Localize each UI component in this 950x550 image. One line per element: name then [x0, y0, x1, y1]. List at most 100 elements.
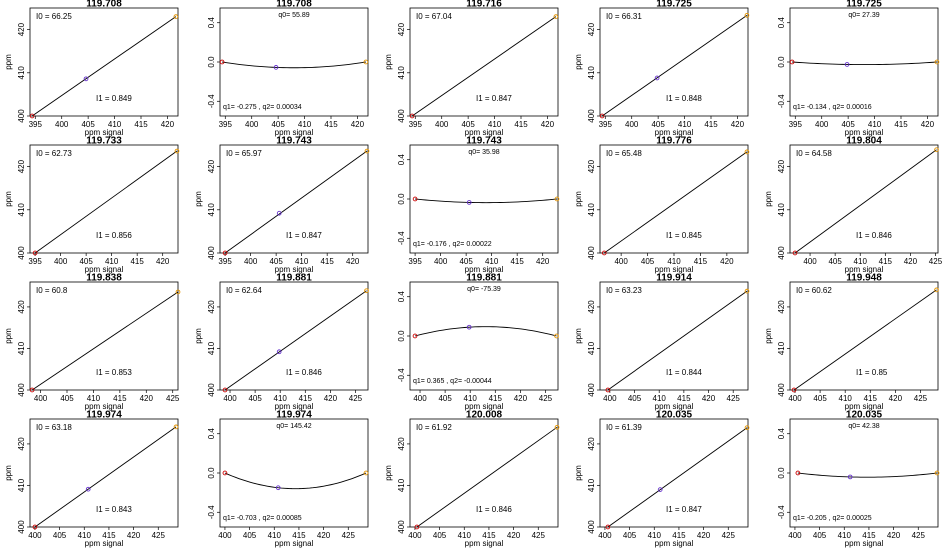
plot-svg: 119.881 400 405 410 415 420 425 -0.4 0.0 0.4 ppm s…	[397, 273, 559, 411]
y-tick-label: 410	[777, 341, 786, 355]
data-point-mid	[275, 485, 281, 491]
x-axis-label: ppm signal	[465, 539, 504, 548]
x-tick-label: 400	[54, 257, 68, 266]
plot-panel: 119.725 395 400 405 410 415 420 400 410 420 ppm si…	[570, 0, 760, 137]
x-tick-label: 405	[628, 394, 642, 403]
plot-frame	[219, 418, 369, 528]
data-point-high	[363, 470, 369, 476]
plot-title: 119.881	[466, 273, 502, 284]
intercept-label: I0 = 66.31	[606, 12, 642, 21]
plot-panel: 120.035 400 405 410 415 420 425 400 410 420 ppm si…	[570, 410, 760, 548]
data-point-low	[412, 333, 418, 339]
data-point-mid	[466, 324, 472, 330]
x-tick-label: 405	[433, 531, 447, 540]
plot-title: 119.974	[276, 410, 312, 421]
data-point-low	[412, 196, 418, 202]
x-tick-label: 420	[507, 531, 521, 540]
data-point-mid	[654, 75, 660, 81]
fit-line	[797, 472, 938, 478]
x-tick-label: 415	[672, 531, 686, 540]
x-axis-label: ppm signal	[465, 402, 504, 411]
plot-panel: 120.035 400 405 410 415 420 425 -0.4 0.0 0.4 ppm s…	[760, 410, 950, 548]
x-tick-label: 410	[108, 120, 122, 129]
slope-label: I1 = 0.846	[856, 231, 892, 240]
x-tick-label: 410	[458, 531, 472, 540]
x-tick-label: 420	[156, 257, 170, 266]
fit-line	[222, 61, 366, 69]
plot-title: 119.743	[276, 136, 312, 147]
y-tick-label: 0.0	[207, 467, 216, 479]
y-tick-label: 0.4	[207, 17, 216, 29]
plot-title: 119.743	[466, 136, 502, 147]
x-tick-label: 405	[623, 531, 637, 540]
data-point-low	[791, 387, 797, 393]
plot-panel: 119.914 400 405 410 415 420 425 400 410 420 ppm si…	[570, 273, 760, 411]
y-tick-label: 0.0	[397, 330, 406, 342]
x-tick-label: 410	[105, 257, 119, 266]
q-coefficients-label: q1= 0.365 , q2= -0.00044	[413, 378, 492, 385]
data-point-low	[789, 59, 795, 65]
y-tick-label: 410	[17, 341, 26, 355]
data-point-high	[175, 289, 181, 295]
intercept-label: I0 = 67.04	[416, 12, 452, 21]
data-point-high	[173, 424, 179, 430]
y-tick-label: 400	[587, 246, 596, 260]
x-tick-label: 410	[485, 257, 499, 266]
x-tick-label: 415	[324, 120, 338, 129]
plot-title: 119.838	[86, 273, 122, 284]
x-tick-label: 400	[598, 531, 612, 540]
x-tick-label: 415	[292, 531, 306, 540]
plot-frame	[409, 144, 559, 254]
x-tick-label: 400	[408, 531, 422, 540]
x-tick-label: 415	[130, 257, 144, 266]
q-coefficients-label: q1= -0.703 , q2= 0.00085	[223, 515, 302, 522]
y-tick-label: 420	[17, 22, 26, 36]
data-point-low	[409, 113, 415, 119]
plot-frame	[409, 418, 559, 528]
data-point-high	[364, 288, 369, 294]
x-tick-label: 420	[889, 394, 903, 403]
y-axis-label: ppm	[764, 191, 773, 207]
plot-title: 120.008	[466, 410, 503, 421]
slope-label: I1 = 0.845	[666, 231, 702, 240]
y-tick-label: 420	[17, 300, 26, 314]
plot-panel: 119.776 400 405 410 415 420 400 410 420 ppm signa…	[570, 136, 760, 274]
x-tick-label: 410	[667, 257, 681, 266]
x-tick-label: 410	[839, 394, 853, 403]
plot-title: 119.776	[656, 136, 692, 147]
intercept-label: I0 = 61.39	[606, 423, 642, 432]
y-tick-label: -0.4	[777, 505, 786, 519]
x-tick-label: 410	[274, 394, 288, 403]
x-tick-label: 425	[342, 531, 356, 540]
data-point-high	[934, 147, 939, 153]
plot-panel: 119.948 400 405 410 415 420 425 400 410 420 ppm si…	[760, 273, 950, 411]
plot-svg: 119.725 395 400 405 410 415 420 -0.4 0.0 0.4 ppm s…	[777, 0, 940, 137]
y-axis-label: ppm	[574, 328, 583, 344]
plot-svg: 119.743 395 400 405 410 415 420 -0.4 0.0 0.4 ppm s…	[397, 136, 560, 274]
intercept-label: I0 = 63.23	[606, 286, 642, 295]
x-tick-label: 420	[127, 531, 141, 540]
data-point-low	[222, 387, 228, 393]
fit-line	[607, 290, 748, 391]
y-tick-label: 420	[777, 300, 786, 314]
x-tick-label: 400	[413, 394, 427, 403]
x-tick-label: 410	[648, 531, 662, 540]
x-tick-label: 400	[55, 120, 69, 129]
y-tick-label: 400	[777, 246, 786, 260]
y-tick-label: 400	[17, 520, 26, 534]
x-tick-label: 405	[243, 531, 257, 540]
x-tick-label: 400	[603, 394, 617, 403]
data-point-low	[601, 250, 607, 256]
x-tick-label: 410	[678, 120, 692, 129]
x-tick-label: 425	[539, 394, 553, 403]
plot-panel: 119.804 400 405 410 415 420 425 400 410 420 ppm si…	[760, 136, 950, 275]
intercept-label: I0 = 60.8	[36, 286, 68, 295]
data-point-mid	[85, 486, 91, 492]
x-tick-label: 420	[140, 394, 154, 403]
plot-frame	[789, 418, 939, 528]
x-tick-label: 400	[28, 531, 42, 540]
